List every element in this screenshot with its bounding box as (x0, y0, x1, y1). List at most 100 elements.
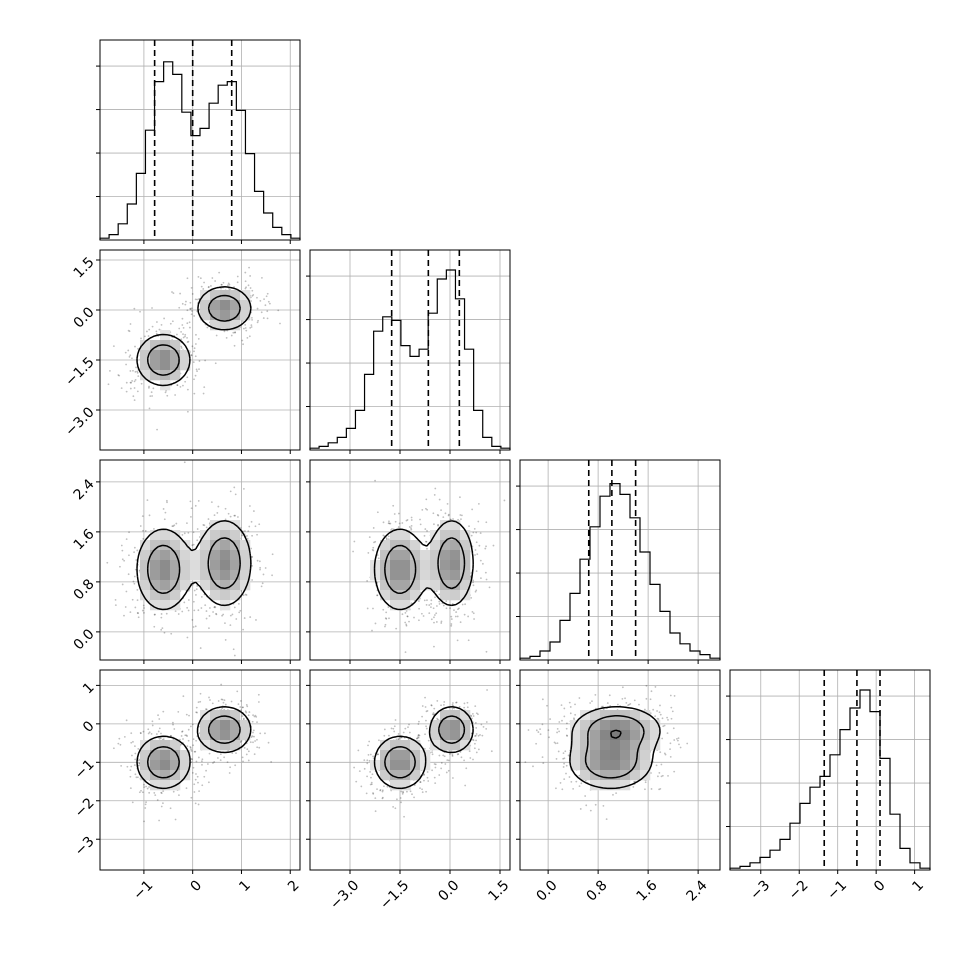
scatter-point (134, 345, 136, 348)
scatter-point (433, 763, 436, 765)
scatter-point (195, 711, 198, 714)
scatter-point (190, 286, 193, 289)
scatter-point (242, 706, 244, 709)
scatter-point (440, 704, 442, 707)
scatter-point (445, 607, 448, 610)
scatter-point (228, 287, 230, 290)
scatter-point (421, 791, 424, 794)
scatter-point (133, 764, 136, 767)
scatter-point (264, 567, 267, 569)
scatter-point (240, 739, 243, 742)
scatter-point (194, 343, 197, 345)
scatter-point (205, 708, 207, 711)
scatter-point (580, 782, 583, 785)
scatter-point (137, 616, 140, 619)
scatter-point (164, 391, 167, 394)
scatter-point (602, 804, 605, 807)
density-cell (220, 310, 231, 321)
scatter-point (446, 502, 449, 505)
scatter-point (148, 791, 151, 794)
scatter-point (565, 734, 568, 737)
scatter-point (195, 739, 198, 742)
scatter-point (231, 752, 234, 754)
scatter-point (392, 727, 395, 730)
scatter-point (382, 608, 385, 611)
scatter-point (447, 513, 450, 516)
scatter-point (539, 733, 542, 736)
scatter-point (472, 579, 475, 582)
scatter-point (200, 596, 203, 598)
scatter-point (425, 790, 428, 793)
scatter-point (477, 748, 480, 751)
scatter-point (470, 596, 473, 599)
scatter-point (221, 707, 224, 710)
scatter-point (416, 737, 418, 740)
scatter-point (658, 788, 660, 791)
density-cell (400, 560, 411, 571)
scatter-point (198, 790, 200, 793)
scatter-point (419, 781, 422, 783)
scatter-point (419, 787, 421, 789)
scatter-point (128, 531, 130, 534)
density-cell (440, 520, 451, 531)
scatter-point (190, 354, 193, 356)
scatter-point (438, 600, 441, 603)
scatter-point (669, 742, 672, 745)
density-cell (210, 570, 221, 581)
scatter-point (259, 299, 262, 302)
scatter-point (262, 317, 265, 319)
scatter-point (424, 696, 426, 699)
scatter-point (659, 704, 661, 707)
scatter-point (438, 603, 441, 605)
scatter-point (199, 277, 202, 280)
scatter-point (425, 725, 427, 728)
scatter-panel-2-0 (96, 459, 301, 664)
scatter-point (686, 742, 689, 745)
y-tick-label: 1 (80, 680, 98, 698)
scatter-point (151, 724, 154, 727)
density-cell (190, 560, 201, 571)
scatter-point (160, 613, 163, 615)
scatter-point (123, 736, 126, 738)
density-cell (140, 560, 151, 571)
scatter-point (376, 788, 378, 791)
scatter-point (205, 610, 208, 612)
scatter-point (438, 498, 441, 501)
scatter-point (492, 544, 495, 547)
scatter-point (585, 804, 588, 807)
scatter-point (252, 741, 254, 744)
density-cell (620, 740, 631, 751)
density-cell (420, 560, 431, 571)
scatter-point (436, 700, 439, 702)
scatter-point (660, 775, 663, 778)
scatter-point (217, 700, 220, 702)
scatter-point (214, 280, 217, 282)
scatter-point (578, 785, 581, 788)
scatter-point (236, 275, 239, 278)
scatter-point (390, 727, 393, 730)
scatter-point (645, 684, 648, 687)
scatter-point (215, 334, 218, 337)
scatter-point (475, 727, 478, 729)
scatter-point (589, 809, 592, 812)
density-cell (170, 560, 181, 571)
scatter-point (393, 725, 396, 728)
scatter-point (220, 683, 223, 686)
scatter-point (417, 736, 420, 739)
scatter-point (547, 729, 550, 732)
scatter-point (370, 781, 373, 784)
scatter-point (264, 304, 267, 307)
scatter-point (244, 287, 247, 290)
scatter-point (434, 766, 437, 769)
scatter-point (123, 614, 125, 617)
scatter-point (625, 701, 628, 704)
density-cell (420, 550, 431, 561)
density-cell (210, 590, 221, 601)
scatter-point (252, 714, 254, 717)
scatter-point (395, 627, 398, 630)
density-cell (170, 540, 181, 551)
scatter-point (650, 690, 653, 693)
scatter-point (455, 611, 458, 613)
scatter-point (157, 730, 160, 733)
scatter-point (366, 759, 369, 762)
